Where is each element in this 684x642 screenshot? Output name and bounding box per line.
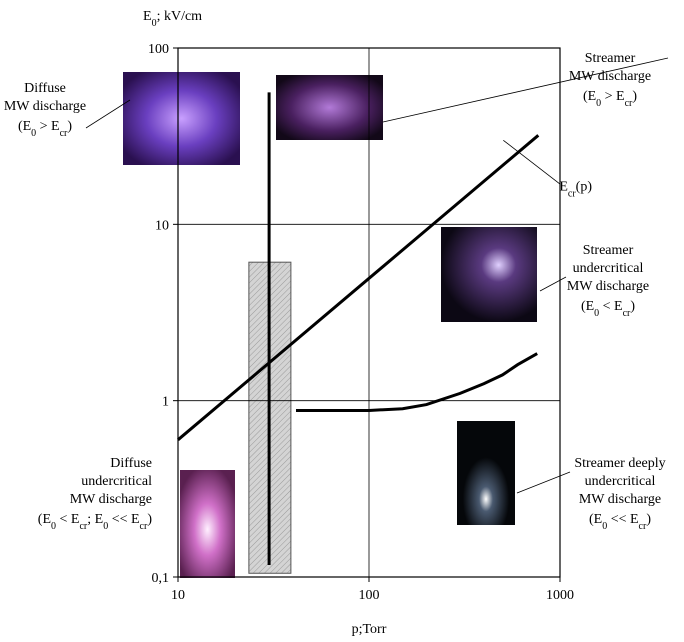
annotation: undercritical [81, 474, 152, 489]
text-segment: ) [646, 512, 651, 527]
text-segment: Diffuse [110, 456, 152, 471]
photo [123, 72, 240, 165]
x-axis-label: p;Torr [352, 622, 387, 637]
text-segment: > E [601, 89, 624, 104]
x-tick-label: 100 [359, 588, 380, 603]
text-segment: < E [56, 512, 79, 527]
annotation: (E0 > Ecr) [583, 89, 637, 109]
chart: p;Torr 0,1 1 10 100 10 100 1000 Ecr(p) E0; kV/cm… [0, 0, 684, 642]
y-tick-label: 1 [162, 395, 169, 410]
text-segment: Streamer [585, 51, 636, 66]
annotation: undercritical [585, 474, 656, 489]
annotation: undercritical [573, 261, 644, 276]
annotation: Diffuse [110, 456, 152, 471]
text-segment: << E [108, 512, 139, 527]
annotation: Streamer deeply [574, 456, 665, 471]
x-tick-label: 1000 [546, 588, 574, 603]
y-tick-label: 100 [148, 42, 169, 57]
text-segment: > E [36, 119, 59, 134]
annotation: Streamer [583, 243, 634, 258]
text-segment: Streamer deeply [574, 456, 665, 471]
text-segment: (E [18, 119, 31, 134]
text-segment: ) [630, 299, 635, 314]
annotation: (E0 < Ecr) [581, 299, 635, 319]
text-segment: undercritical [81, 474, 152, 489]
text-segment: ; kV/cm [157, 9, 203, 24]
annotation: MW discharge [4, 99, 86, 114]
text-segment: undercritical [573, 261, 644, 276]
text-segment: undercritical [585, 474, 656, 489]
text-segment: < E [599, 299, 622, 314]
photo [180, 470, 235, 578]
text-segment: ; E [87, 512, 103, 527]
annotation: MW discharge [70, 492, 152, 507]
text-segment: (E [583, 89, 596, 104]
text-segment: ) [67, 119, 72, 134]
text-segment: MW discharge [70, 492, 152, 507]
y-tick-label: 0,1 [152, 571, 170, 586]
photo [457, 421, 515, 525]
text-segment: Streamer [583, 243, 634, 258]
text-segment: (E [589, 512, 602, 527]
text-segment: E [143, 9, 152, 24]
text-segment: MW discharge [4, 99, 86, 114]
text-segment: E [559, 179, 568, 194]
text-segment: << E [607, 512, 638, 527]
text-segment: Diffuse [24, 81, 66, 96]
annotation: MW discharge [567, 279, 649, 294]
annotation: (E0 < Ecr; E0 << Ecr) [38, 512, 153, 532]
text-segment: (E [38, 512, 51, 527]
photo [276, 75, 383, 140]
text-segment: ) [632, 89, 637, 104]
series-label: Ecr(p) [559, 179, 592, 199]
x-tick-label: 10 [171, 588, 185, 603]
text-segment: ) [147, 512, 152, 527]
annotation: (E0 > Ecr) [18, 119, 72, 139]
annotation: Streamer [585, 51, 636, 66]
text-segment: (E [581, 299, 594, 314]
y-axis-label: E0; kV/cm [143, 9, 202, 29]
text-segment: MW discharge [567, 279, 649, 294]
text-segment: MW discharge [579, 492, 661, 507]
y-tick-label: 10 [155, 218, 169, 233]
annotation: MW discharge [579, 492, 661, 507]
photo [441, 227, 537, 322]
annotation: Diffuse [24, 81, 66, 96]
annotation: (E0 << Ecr) [589, 512, 651, 532]
text-segment: (p) [576, 179, 593, 194]
